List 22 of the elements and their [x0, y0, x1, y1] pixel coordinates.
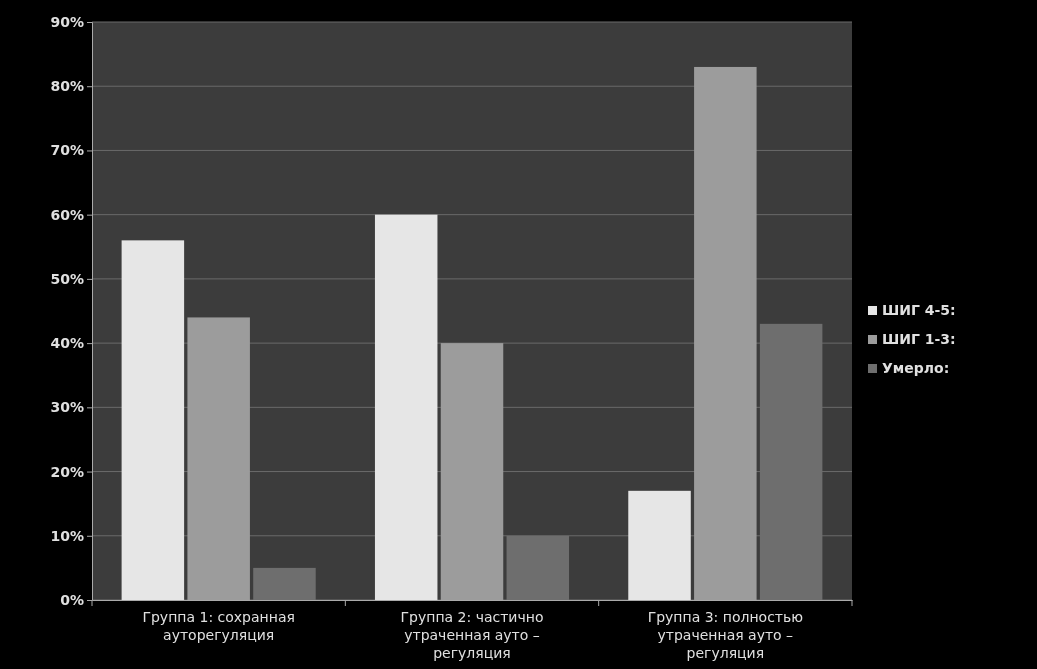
x-tick-label: Группа 3: полностью утраченная ауто – регуляция: [647, 609, 804, 662]
x-tick-label: Группа 2: частично утраченная ауто – регуляция: [400, 609, 544, 662]
bar: [694, 66, 757, 600]
bar: [121, 240, 185, 600]
y-tick-label: 30%: [50, 399, 84, 416]
y-tick-label: 20%: [50, 463, 84, 480]
y-tick-label: 80%: [50, 78, 84, 95]
bar: [628, 490, 691, 600]
y-tick-label: 10%: [50, 527, 84, 544]
legend-label: ШИГ 1-3:: [882, 331, 956, 347]
bar: [374, 214, 438, 600]
y-tick-label: 60%: [50, 206, 84, 223]
y-tick-label: 70%: [50, 142, 84, 159]
y-tick-label: 40%: [50, 335, 84, 352]
y-tick-label: 50%: [50, 270, 84, 287]
bar: [440, 343, 504, 600]
legend-label: Умерло:: [882, 360, 950, 376]
legend-label: ШИГ 4-5:: [882, 302, 956, 318]
y-tick-label: 0%: [60, 591, 84, 608]
bar: [187, 317, 250, 600]
y-tick-label: 90%: [50, 13, 84, 30]
x-tick-label: Группа 1: сохранная ауторегуляция: [142, 609, 295, 644]
